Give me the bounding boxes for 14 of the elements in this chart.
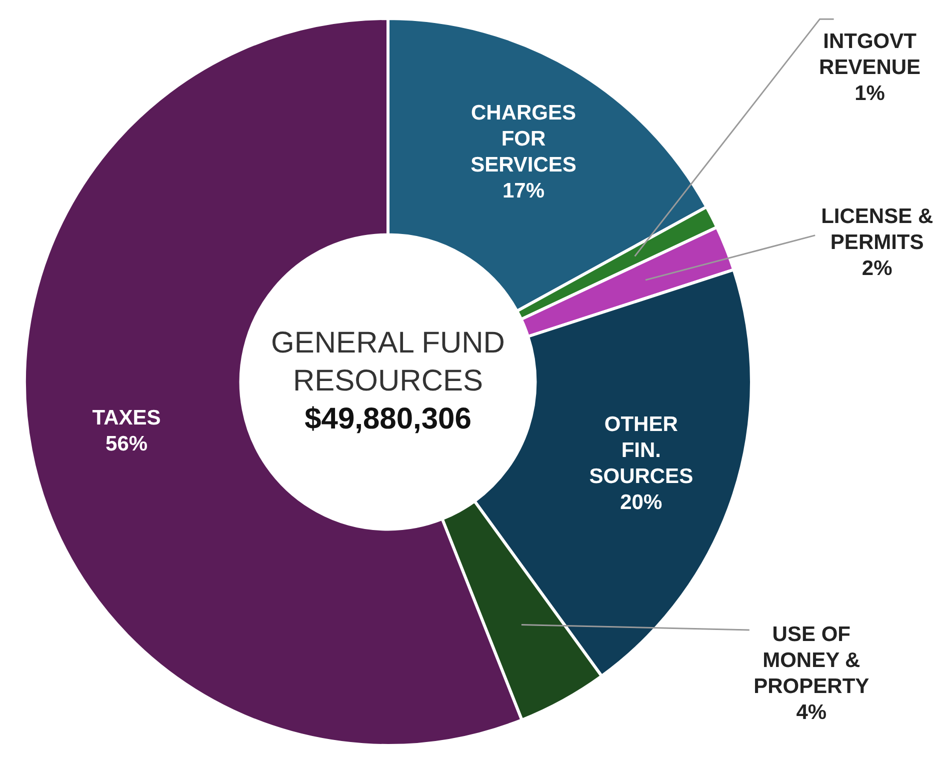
slice-label: OTHER FIN. SOURCES	[589, 413, 694, 488]
data-label: 4%	[796, 700, 827, 724]
data-label: 2%	[862, 257, 893, 280]
slice-label: LICENSE & PERMITS	[821, 205, 934, 254]
slice-label: TAXES	[92, 406, 161, 430]
data-label: 20%	[620, 491, 662, 514]
slice-label: USE OF MONEY & PROPERTY	[754, 622, 870, 698]
data-label: 17%	[502, 180, 545, 203]
data-label: 1%	[854, 82, 886, 105]
slice-label: INTGOVT REVENUE	[819, 30, 921, 79]
text: GENERAL FUND RESOURCES	[271, 326, 505, 398]
text: $49,880,306	[304, 402, 472, 436]
slice-label: CHARGES FOR SERVICES	[470, 102, 576, 177]
data-label: 56%	[106, 432, 148, 456]
